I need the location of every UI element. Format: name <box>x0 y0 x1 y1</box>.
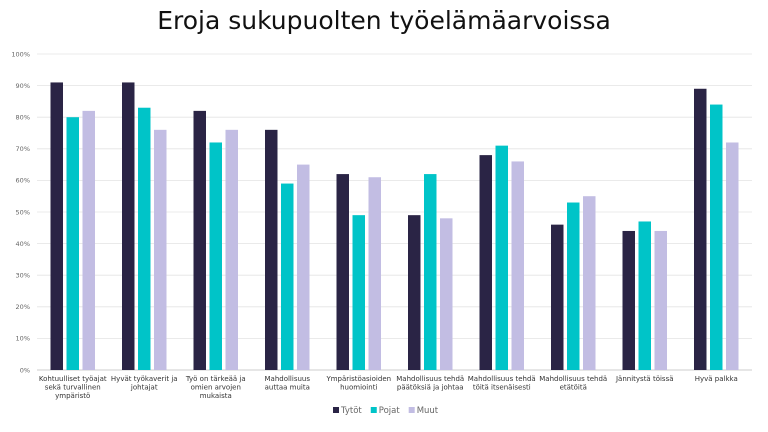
x-category-label: Jännitystä töissä <box>615 375 674 383</box>
x-category-label: Mahdollisuus tehdä etätöitä <box>539 375 607 392</box>
bar-tytöt <box>265 129 278 370</box>
legend-label: Pojat <box>379 406 401 416</box>
y-tick-label: 60% <box>16 177 30 185</box>
bar-muut <box>654 230 667 370</box>
bar-muut <box>583 196 596 370</box>
chart-title: Eroja sukupuolten työelämäarvoissa <box>157 6 611 35</box>
bar-pojat <box>495 145 508 370</box>
x-category-label: Työ on tärkeää ja omien arvojen mukaista <box>185 375 246 400</box>
bar-pojat <box>281 183 294 370</box>
bar-muut <box>297 164 310 370</box>
bar-muut <box>82 110 95 370</box>
x-category-label: Hyvät työkaverit ja johtajat <box>111 375 178 392</box>
bar-tytöt <box>50 82 63 370</box>
bar-muut <box>440 218 453 370</box>
bar-pojat <box>638 221 651 370</box>
y-tick-label: 50% <box>16 208 30 216</box>
bar-pojat <box>209 142 222 370</box>
y-tick-label: 70% <box>16 145 30 153</box>
bar-muut <box>368 177 381 370</box>
legend-label: Muut <box>417 406 439 416</box>
x-category-label: Kohtuulliset työajat sekä turvallinen ympä… <box>39 375 107 400</box>
x-category-label: Mahdollisuus auttaa muita <box>265 375 311 392</box>
bar-muut <box>726 142 739 370</box>
y-tick-label: 80% <box>16 114 30 122</box>
y-tick-label: 90% <box>16 82 30 90</box>
legend-swatch <box>333 407 339 413</box>
y-tick-label: 20% <box>16 303 30 311</box>
bar-pojat <box>352 215 365 370</box>
bar-muut <box>154 129 167 370</box>
bar-tytöt <box>694 88 707 370</box>
bar-muut <box>225 129 238 370</box>
legend-swatch <box>408 407 415 413</box>
y-tick-label: 40% <box>16 240 30 248</box>
bar-muut <box>511 161 524 370</box>
bar-tytöt <box>622 230 635 370</box>
bar-pojat <box>66 117 79 370</box>
bar-tytöt <box>408 215 421 370</box>
bar-tytöt <box>551 224 564 370</box>
y-tick-label: 10% <box>16 335 30 343</box>
y-tick-label: 100% <box>11 50 30 58</box>
legend-label: Tytöt <box>340 406 362 416</box>
bar-tytöt <box>479 155 492 370</box>
bar-tytöt <box>336 174 349 370</box>
bar-pojat <box>424 174 437 370</box>
legend-swatch <box>370 407 377 413</box>
bar-pojat <box>710 104 723 370</box>
bar-pojat <box>567 202 580 370</box>
x-category-label: Ympäristöasioiden huomiointi <box>325 375 391 392</box>
x-category-label: Hyvä palkka <box>695 375 738 383</box>
bar-pojat <box>138 107 151 370</box>
y-tick-label: 30% <box>16 272 30 280</box>
y-tick-label: 0% <box>20 366 30 374</box>
x-category-label: Mahdollisuus tehdä päätöksiä ja johtaa <box>396 375 464 392</box>
bar-tytöt <box>193 110 206 370</box>
bar-tytöt <box>122 82 135 370</box>
x-category-label: Mahdollisuus tehdä töitä itsenäisesti <box>468 375 536 392</box>
